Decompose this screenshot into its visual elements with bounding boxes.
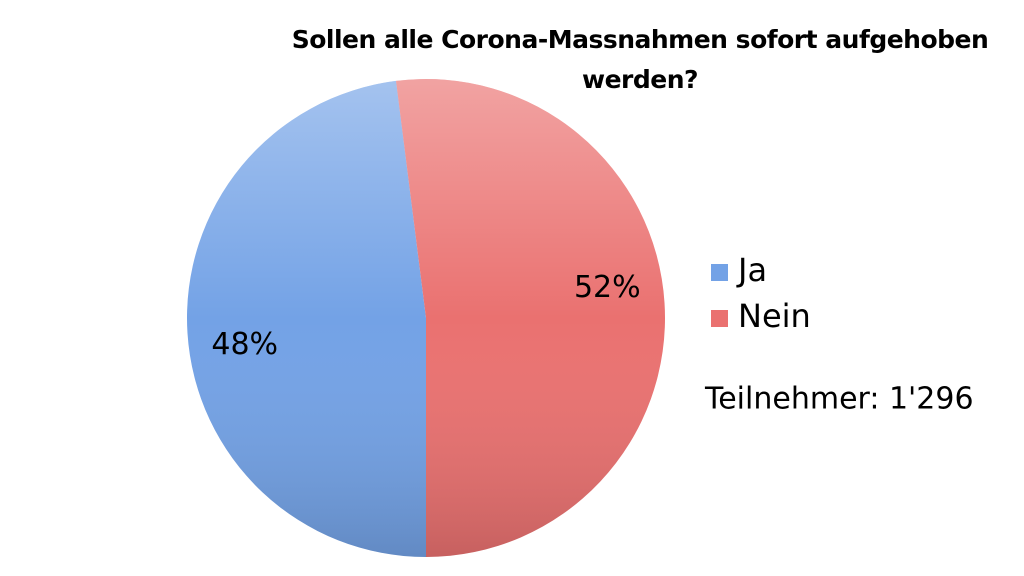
legend-swatch <box>711 310 728 327</box>
pie-slice <box>396 78 666 558</box>
data-label: 52% <box>574 270 641 305</box>
legend-swatch <box>711 264 728 281</box>
pie <box>187 78 666 558</box>
annotation: Teilnehmer: 1'296 <box>704 382 974 417</box>
legend-label: Ja <box>736 251 767 289</box>
legend-label: Nein <box>738 297 811 335</box>
pie-slice <box>187 80 426 558</box>
data-label: 48% <box>211 327 278 362</box>
